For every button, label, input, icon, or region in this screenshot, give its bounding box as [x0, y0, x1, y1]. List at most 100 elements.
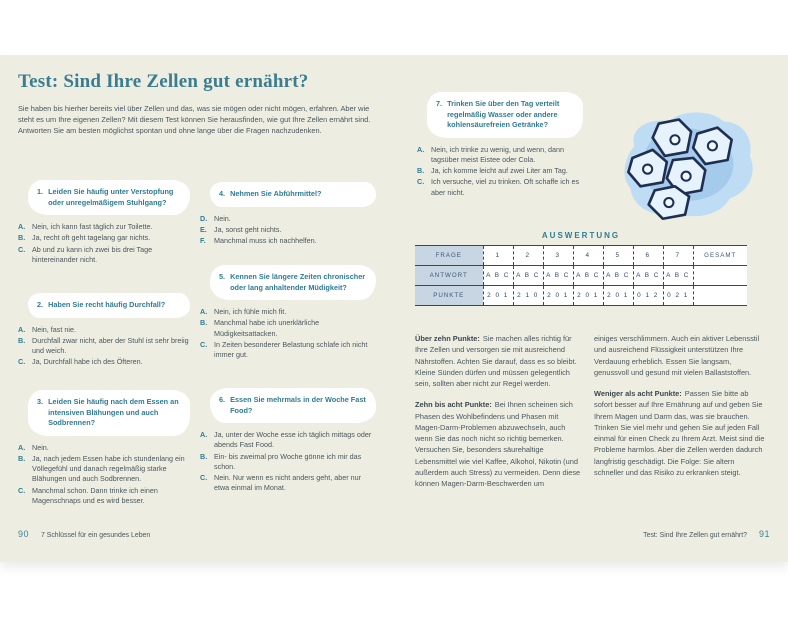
- question-bubble: 7. Trinken Sie über den Tag verteilt reg…: [427, 92, 583, 138]
- answer-text: Nein, ich fühle mich fit.: [214, 307, 287, 317]
- table-row-frage: FRAGE 1 2 3 4 5 6 7 GESAMT: [415, 245, 747, 266]
- question-number: 2.: [37, 300, 44, 309]
- question-block-4: 4. Nehmen Sie Abführmittel? D. Nein. E. Ja…: [200, 182, 376, 247]
- answer-list: A. Nein, ich kann fast täglich zur Toilet…: [18, 222, 190, 265]
- antwort-cell: A B C: [542, 265, 573, 286]
- question-bubble: 5. Kennen Sie längere Zeiten chronischer…: [210, 265, 376, 301]
- running-title: Test: Sind Ihre Zellen gut ernährt?: [643, 532, 747, 539]
- answer-text: Nein, ich kann fast täglich zur Toilette…: [32, 222, 153, 232]
- answer-letter: F.: [200, 236, 206, 246]
- answer-letter: C.: [200, 339, 208, 349]
- question-block-3: 3. Leiden Sie häufig nach dem Essen an i…: [18, 390, 190, 507]
- answer-letter: A.: [200, 307, 208, 317]
- question-number: 6.: [219, 395, 226, 404]
- frage-cell: 7: [662, 245, 693, 266]
- result-lead: Über zehn Punkte:: [415, 334, 480, 343]
- answer-text: Manchmal schon. Dann trinke ich einen Ma…: [32, 485, 158, 505]
- antwort-cell: A B C: [572, 265, 603, 286]
- answer-option: A. Nein, ich fühle mich fit.: [200, 307, 376, 317]
- question-number: 5.: [219, 272, 226, 281]
- result-lead: Zehn bis acht Punkte:: [415, 400, 492, 410]
- answer-letter: A.: [18, 324, 26, 334]
- answer-option: F. Manchmal muss ich nachhelfen.: [200, 236, 376, 246]
- answer-text: Manchmal habe ich unerklärliche Müdigkei…: [214, 318, 320, 338]
- cell-nucleus: [669, 134, 681, 146]
- result-paragraph: Zehn bis acht Punkte: Bei Ihnen scheinen …: [415, 399, 585, 489]
- answer-letter: B.: [18, 335, 26, 345]
- answer-text: Manchmal muss ich nachhelfen.: [214, 236, 317, 246]
- antwort-cell: A B C: [662, 265, 693, 286]
- punkte-cell: 2 0 1: [542, 285, 573, 306]
- punkte-cell: 2 0 1: [602, 285, 633, 306]
- answer-option: B. Ja, nach jedem Essen habe ich stundenl…: [18, 454, 190, 485]
- question-text: Trinken Sie über den Tag verteilt regelm…: [447, 99, 560, 130]
- frage-cell: 6: [632, 245, 663, 266]
- answer-text: Nein. Nur wenn es nicht anders geht, abe…: [214, 473, 362, 493]
- running-title: 7 Schlüssel für ein gesundes Leben: [41, 532, 151, 539]
- page-title: Test: Sind Ihre Zellen gut ernährt?: [18, 71, 309, 92]
- question-bubble: 3. Leiden Sie häufig nach dem Essen an i…: [28, 390, 190, 436]
- result-text: Passen Sie bitte ab sofort besser auf Ih…: [594, 389, 765, 477]
- frage-cell: 5: [602, 245, 633, 266]
- result-text: Sie machen alles richtig für Ihre Zellen…: [415, 334, 577, 388]
- answer-option: A. Nein.: [18, 443, 190, 453]
- antwort-cell: A B C: [632, 265, 663, 286]
- answer-text: Ja, recht oft geht tagelang gar nichts.: [32, 233, 151, 243]
- cell-nucleus: [680, 170, 692, 182]
- answer-text: Nein, fast nie.: [32, 324, 76, 334]
- answer-list: A. Nein, fast nie. B. Durchfall zwar nicht…: [18, 325, 190, 368]
- answer-letter: B.: [417, 166, 425, 176]
- frage-cell: 2: [512, 245, 543, 266]
- frage-cell: 4: [572, 245, 603, 266]
- answer-option: A. Nein, ich kann fast täglich zur Toilet…: [18, 222, 190, 232]
- answer-list: A. Nein, ich trinke zu wenig, und wenn, d…: [417, 145, 583, 198]
- results-column-2: einiges verschlimmern. Auch ein aktiver …: [594, 333, 766, 488]
- auswertung-heading: AUSWERTUNG: [541, 231, 621, 240]
- question-text: Haben Sie recht häufig Durchfall?: [48, 300, 166, 309]
- result-lead: Weniger als acht Punkte:: [594, 389, 682, 398]
- row-label: PUNKTE: [415, 285, 483, 306]
- gesamt-empty-cell: [692, 285, 747, 306]
- right-page-footer: Test: Sind Ihre Zellen gut ernährt? 91: [643, 529, 770, 539]
- answer-text: Ja, ich komme leicht auf zwei Liter am T…: [431, 166, 568, 176]
- result-text: Bei Ihnen scheinen sich Phasen des Wohlb…: [415, 400, 581, 488]
- question-number: 3.: [37, 397, 44, 406]
- answer-option: C. Nein. Nur wenn es nicht anders geht, a…: [200, 473, 376, 493]
- answer-option: A. Nein, fast nie.: [18, 325, 190, 335]
- result-text: einiges verschlimmern. Auch ein aktiver …: [594, 334, 760, 377]
- answer-option: A. Ja, unter der Woche esse ich täglich m…: [200, 430, 376, 450]
- gesamt-empty-cell: [692, 265, 747, 286]
- answer-list: A. Ja, unter der Woche esse ich täglich m…: [200, 430, 376, 493]
- question-block-2: 2. Haben Sie recht häufig Durchfall? A. N…: [18, 293, 190, 368]
- answer-option: E. Ja, sonst geht nichts.: [200, 225, 376, 235]
- auswertung-table: FRAGE 1 2 3 4 5 6 7 GESAMT ANTWORT A B C…: [415, 245, 747, 306]
- results-column-1: Über zehn Punkte: Sie machen alles richti…: [415, 333, 585, 499]
- answer-option: C. In Zeiten besonderer Belastung schlafe…: [200, 340, 376, 360]
- answer-letter: C.: [200, 473, 208, 483]
- row-label: ANTWORT: [415, 265, 483, 286]
- question-text: Leiden Sie häufig nach dem Essen an inte…: [48, 397, 179, 428]
- question-block-1: 1. Leiden Sie häufig unter Verstopfung o…: [18, 180, 190, 266]
- table-row-antwort: ANTWORT A B C A B C A B C A B C A B C A …: [415, 265, 747, 286]
- punkte-cell: 0 1 2: [632, 285, 663, 306]
- antwort-cell: A B C: [482, 265, 513, 286]
- answer-text: Nein.: [32, 442, 49, 452]
- question-block-6: 6. Essen Sie mehrmals in der Woche Fast …: [200, 388, 376, 494]
- answer-text: Ja, sonst geht nichts.: [214, 224, 282, 234]
- answer-list: A. Nein. B. Ja, nach jedem Essen habe ich …: [18, 443, 190, 506]
- answer-list: D. Nein. E. Ja, sonst geht nichts. F. Manch…: [200, 214, 376, 247]
- result-paragraph: Über zehn Punkte: Sie machen alles richti…: [415, 333, 585, 389]
- answer-option: B. Manchmal habe ich unerklärliche Müdigk…: [200, 318, 376, 338]
- answer-text: Ja, unter der Woche esse ich täglich mit…: [214, 430, 372, 450]
- answer-text: Ich versuche, viel zu trinken. Oft schaf…: [431, 177, 580, 197]
- question-text: Kennen Sie längere Zeiten chronischer od…: [230, 272, 366, 292]
- answer-list: A. Nein, ich fühle mich fit. B. Manchmal h…: [200, 307, 376, 360]
- question-number: 7.: [436, 99, 443, 108]
- question-text: Leiden Sie häufig unter Verstopfung oder…: [48, 187, 174, 207]
- answer-letter: C.: [417, 177, 425, 187]
- punkte-cell: 2 0 1: [572, 285, 603, 306]
- table-row-punkte: PUNKTE 2 0 1 2 1 0 2 0 1 2 0 1 2 0 1 0 1…: [415, 285, 747, 306]
- answer-letter: B.: [200, 451, 208, 461]
- punkte-cell: 2 0 1: [482, 285, 513, 306]
